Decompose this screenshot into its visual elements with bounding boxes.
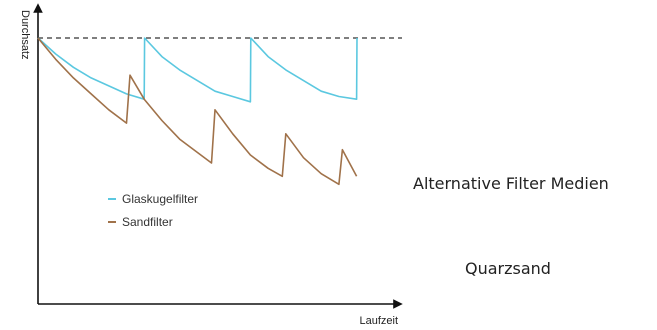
quarzsand-label: Quarzsand <box>465 259 551 278</box>
x-axis-label: Laufzeit <box>359 315 398 327</box>
series-glaskugelfilter <box>37 37 358 103</box>
series-line-glaskugelfilter <box>37 37 358 103</box>
legend-label-glaskugelfilter: Glaskugelfilter <box>122 192 198 206</box>
alternative-filter-media-label: Alternative Filter Medien <box>413 174 609 193</box>
y-axis-label: Durchsatz <box>19 10 31 60</box>
series-layer <box>37 37 358 186</box>
series-sandfilter <box>37 37 358 186</box>
series-line-sandfilter <box>37 37 358 186</box>
legend-label-sandfilter: Sandfilter <box>122 215 173 229</box>
legend: Glaskugelfilter Sandfilter <box>108 192 198 229</box>
